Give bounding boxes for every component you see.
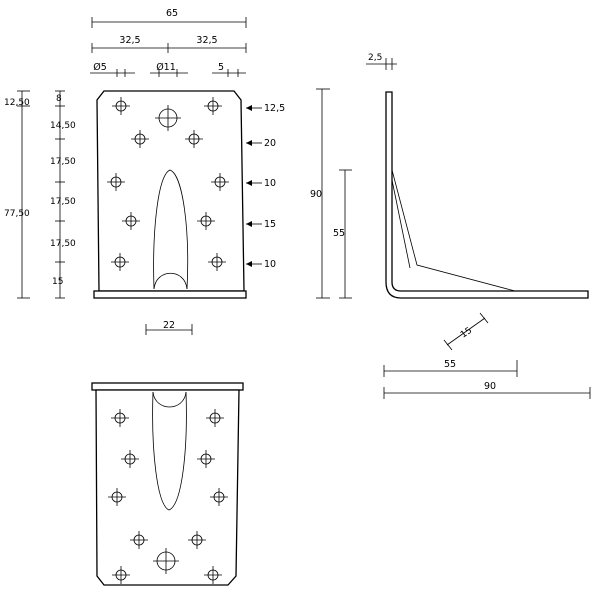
svg-text:15: 15 [264,219,276,230]
svg-text:65: 65 [166,8,178,19]
svg-text:17,50: 17,50 [50,157,76,167]
dim-base-rib: 55 [383,359,518,377]
svg-text:10: 10 [264,178,276,189]
svg-text:17,50: 17,50 [50,197,76,207]
dim-overall-width: 65 [91,8,247,28]
svg-text:10: 10 [264,259,276,270]
side-l-profile [385,91,589,299]
svg-text:55: 55 [444,359,456,370]
svg-text:20: 20 [264,138,276,149]
bottom-view [91,382,244,586]
svg-text:12,5: 12,5 [264,103,285,114]
svg-text:Ø5: Ø5 [93,62,107,73]
svg-text:15: 15 [52,277,63,287]
svg-text:22: 22 [163,320,175,331]
dim-height-total: 90 [310,88,330,299]
bottom-base-flange [91,382,244,391]
dim-hole-labels: Ø5 Ø11 5 [90,62,246,77]
svg-text:77,50: 77,50 [4,209,30,219]
dim-radius: 15 [443,312,489,351]
svg-text:55: 55 [333,228,345,239]
svg-text:2,5: 2,5 [368,53,382,63]
bottom-plate-outline [95,389,240,586]
dim-height-rib: 55 [333,169,352,299]
dim-left-outer: 12,50 77,50 [4,90,30,299]
svg-text:12,50: 12,50 [4,98,30,108]
svg-text:8: 8 [56,94,62,104]
svg-text:17,50: 17,50 [50,239,76,249]
side-view: 2,5 90 55 15 55 [310,53,591,399]
dim-left-inner-chain: 8 14,50 17,50 17,50 17,50 15 [50,90,76,299]
svg-text:32,5: 32,5 [119,35,140,46]
front-base-flange [93,290,247,299]
front-slot [153,169,189,290]
bottom-slot [152,391,187,511]
svg-text:15: 15 [459,326,474,341]
dim-slot-width: 22 [145,320,193,335]
dim-half-widths: 32,5 32,5 [91,35,247,53]
svg-text:90: 90 [310,189,322,200]
dim-base-total: 90 [383,381,591,399]
svg-text:14,50: 14,50 [50,121,76,131]
svg-text:90: 90 [484,381,496,392]
svg-text:Ø11: Ø11 [156,62,176,73]
svg-text:32,5: 32,5 [196,35,217,46]
side-rib [391,169,516,292]
dim-right-arrows: 12,5 20 10 15 10 [246,103,285,270]
dim-thickness: 2,5 [366,53,397,70]
svg-text:5: 5 [218,62,224,73]
front-view: 65 32,5 32,5 Ø5 Ø11 5 [4,8,285,335]
